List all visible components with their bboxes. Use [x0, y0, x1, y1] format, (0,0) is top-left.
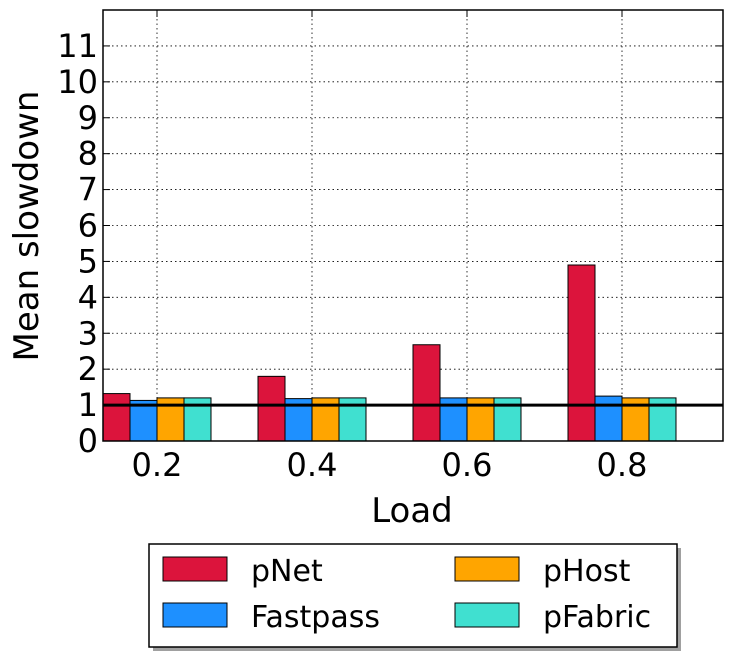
y-tick-label: 7: [78, 171, 98, 209]
legend-swatch-phost: [454, 556, 520, 582]
y-tick-label: 6: [78, 207, 98, 245]
y-tick-label: 8: [78, 135, 98, 173]
bar-pnet-0.4: [257, 375, 286, 442]
x-tick-label: 0.8: [597, 446, 648, 484]
y-tick-label: 1: [78, 386, 98, 424]
legend-label-phost: pHost: [543, 554, 631, 589]
bar-pnet-0.6: [412, 344, 441, 442]
legend-label-pnet: pNet: [251, 554, 323, 589]
y-axis-label: Mean slowdown: [7, 91, 47, 362]
bar-pnet-0.2: [102, 393, 131, 442]
x-axis-label: Load: [371, 491, 453, 531]
y-tick-label: 5: [78, 242, 98, 280]
y-tick-label: 11: [57, 27, 98, 65]
legend-label-pfabric: pFabric: [543, 600, 651, 635]
x-tick-label: 0.6: [442, 446, 493, 484]
bar-fastpass-0.8: [594, 395, 623, 442]
x-tick-label: 0.2: [132, 446, 183, 484]
legend-box: [148, 543, 678, 648]
legend-swatch-pnet: [162, 556, 228, 582]
y-tick-label: 4: [78, 278, 98, 316]
x-tick-label: 0.4: [287, 446, 338, 484]
y-tick-label: 2: [78, 350, 98, 388]
y-tick-label: 0: [78, 422, 98, 460]
y-tick-label: 3: [78, 314, 98, 352]
y-tick-label: 9: [78, 99, 98, 137]
bar-pnet-0.8: [567, 264, 596, 442]
legend-label-fastpass: Fastpass: [251, 600, 380, 635]
bars: [102, 264, 677, 442]
y-tick-label: 10: [57, 63, 98, 101]
bar-fastpass-0.2: [129, 399, 158, 442]
legend-swatch-pfabric: [454, 602, 520, 628]
legend-swatch-fastpass: [162, 602, 228, 628]
legend: pNet pHost Fastpass pFabric: [148, 543, 681, 651]
x-axis-ticks: 0.2 0.4 0.6 0.8: [132, 10, 648, 484]
